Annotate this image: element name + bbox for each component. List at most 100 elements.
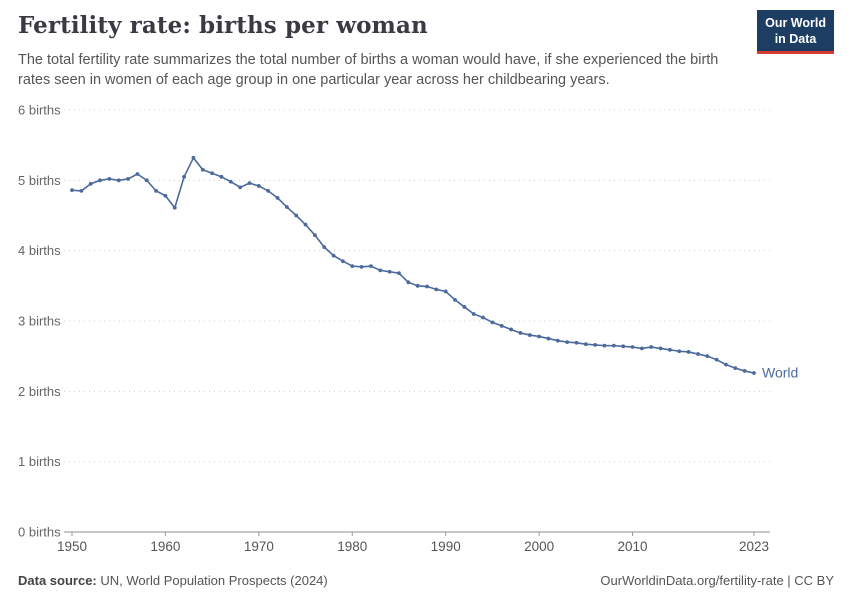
data-point[interactable] [406,280,411,285]
data-point[interactable] [518,331,523,335]
data-point[interactable] [135,172,140,176]
data-point[interactable] [266,188,271,193]
attribution-link[interactable]: OurWorldinData.org/fertility-rate | CC B… [600,573,834,588]
data-point[interactable] [565,340,570,344]
data-point[interactable] [341,259,345,264]
data-point[interactable] [154,188,158,193]
owid-logo-line1: Our World [765,16,826,30]
data-point[interactable] [602,343,607,348]
data-point[interactable] [144,178,149,183]
data-point[interactable] [294,213,299,218]
data-point[interactable] [387,269,392,274]
data-point[interactable] [481,315,485,320]
data-point[interactable] [555,338,560,343]
data-point[interactable] [284,205,289,209]
data-point[interactable] [397,271,401,276]
chart-subtitle: The total fertility rate summarizes the … [18,52,719,89]
data-point[interactable] [649,345,654,349]
y-tick-label: 1 births [18,454,61,469]
data-point[interactable] [219,174,224,179]
data-point[interactable] [350,264,355,269]
data-point[interactable] [322,245,327,250]
y-tick-label: 3 births [18,314,61,329]
y-tick-label: 0 births [18,525,61,540]
data-point[interactable] [742,369,747,373]
data-point[interactable] [443,289,448,294]
data-point[interactable] [70,188,74,193]
data-point[interactable] [574,340,579,345]
data-point[interactable] [499,324,504,328]
data-point[interactable] [163,193,168,198]
data-source-label: Data source: [18,573,97,588]
data-point[interactable] [527,333,532,337]
data-point[interactable] [537,334,542,339]
x-tick-label: 2000 [524,539,554,554]
data-point[interactable] [359,264,364,269]
x-tick-label: 2010 [618,539,648,554]
data-point[interactable] [724,362,728,367]
data-point[interactable] [696,352,700,356]
data-point[interactable] [275,196,280,200]
x-tick-label: 1960 [150,539,180,554]
data-point[interactable] [79,188,84,193]
y-tick-label: 5 births [18,173,61,188]
x-tick-label: 1970 [244,539,274,554]
data-point[interactable] [369,264,373,269]
data-point[interactable] [191,155,196,160]
data-point[interactable] [172,205,177,210]
owid-logo-line2: in Data [774,32,817,47]
series-label-world: World [762,365,798,381]
data-point[interactable] [630,345,635,349]
data-point[interactable] [490,320,495,325]
data-point[interactable] [256,184,261,188]
y-tick-label: 4 births [18,243,61,258]
data-point[interactable] [200,167,205,172]
series-line-world [71,156,755,374]
data-point[interactable] [116,178,121,183]
data-point[interactable] [752,371,756,375]
data-point[interactable] [210,171,215,176]
data-point[interactable] [583,342,588,347]
data-point[interactable] [238,185,243,190]
data-point[interactable] [88,181,93,186]
data-point[interactable] [303,222,308,227]
data-point[interactable] [686,350,691,354]
y-tick-label: 2 births [18,384,61,399]
chart-footer: Data source: UN, World Population Prospe… [18,573,834,588]
data-point[interactable] [182,174,187,179]
fertility-line-chart[interactable]: 6 births 5 births 4 births 3 births 2 births… [0,88,850,558]
data-point[interactable] [509,327,513,332]
owid-logo[interactable]: Our World in Data [757,10,834,54]
data-point[interactable] [126,177,130,181]
data-point[interactable] [668,347,672,352]
data-point[interactable] [415,283,420,288]
data-point[interactable] [247,181,252,186]
data-point[interactable] [705,354,710,359]
data-point[interactable] [107,177,112,181]
x-tick-label: 1990 [431,539,461,554]
data-point[interactable] [228,179,233,184]
data-point[interactable] [434,287,439,292]
x-tick-label: 1980 [337,539,367,554]
data-point[interactable] [98,178,102,183]
data-point[interactable] [621,344,626,349]
data-point[interactable] [425,284,429,289]
data-point[interactable] [611,343,616,348]
data-point[interactable] [331,253,336,258]
x-tick-label: 1950 [57,539,87,554]
data-point[interactable] [546,336,551,341]
data-point[interactable] [714,357,719,362]
y-tick-label: 6 births [18,103,61,118]
data-point[interactable] [658,346,663,351]
data-point[interactable] [677,349,682,354]
data-point[interactable] [639,346,644,351]
data-point[interactable] [313,233,317,238]
data-point[interactable] [378,268,383,273]
data-point[interactable] [593,343,598,347]
page-title: Fertility rate: births per woman [18,12,428,39]
data-point[interactable] [471,312,476,316]
data-point[interactable] [462,305,467,309]
data-point[interactable] [453,298,457,302]
data-point[interactable] [733,366,738,371]
